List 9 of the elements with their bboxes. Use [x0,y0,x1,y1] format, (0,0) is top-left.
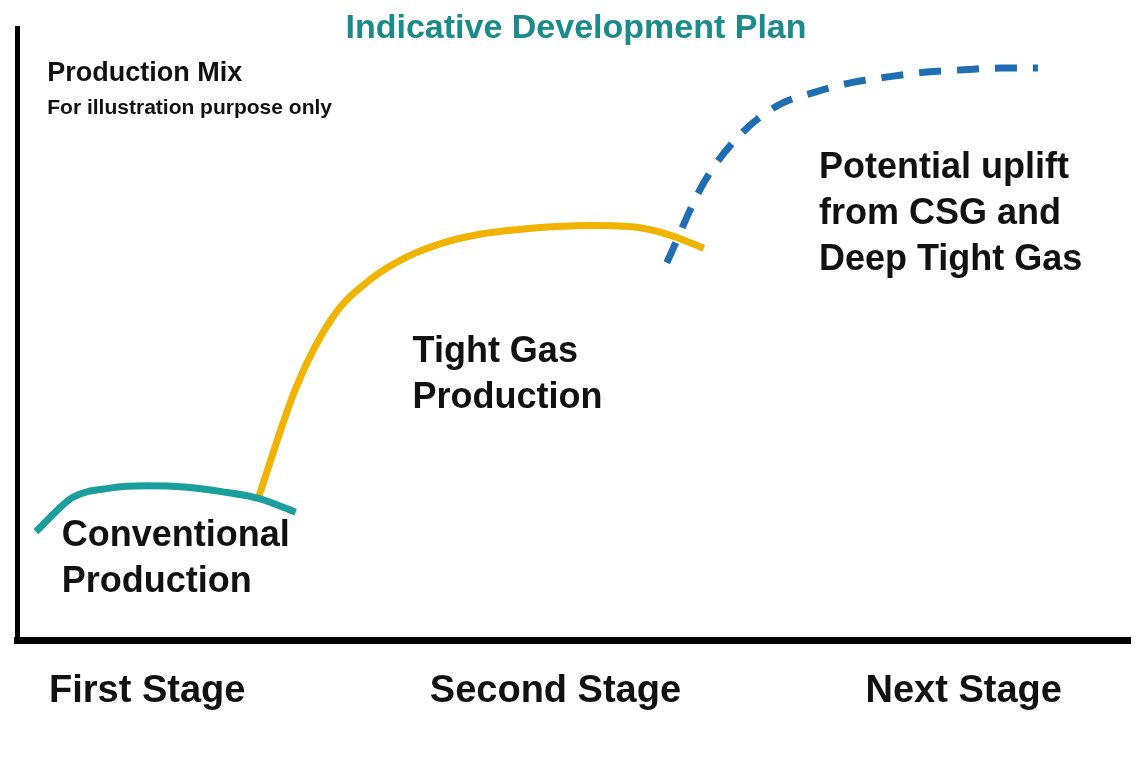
x-tick-label: Second Stage [429,667,682,710]
series-label: Potential uplift from CSG and Deep Tight Gas [818,145,1083,279]
y-axis-title: Production Mix [47,56,243,87]
series-label: Conventional Production [61,512,290,600]
annotation: For illustration purpose only [47,95,333,119]
series-label: Tight Gas Production [412,329,603,417]
x-tick-label: Next Stage [865,667,1062,710]
x-tick-label: First Stage [48,667,246,710]
chart-title: Indicative Development Plan [345,7,807,46]
